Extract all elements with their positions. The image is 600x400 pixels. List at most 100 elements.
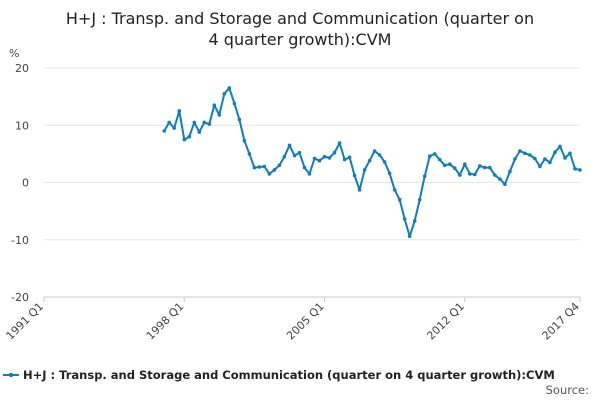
data-point (202, 120, 207, 125)
data-point (212, 103, 217, 107)
data-point (442, 163, 447, 168)
data-point (322, 154, 327, 159)
data-point (488, 165, 492, 170)
x-tick-label: 2012 Q1 (424, 300, 467, 343)
data-point (448, 162, 452, 166)
data-point (432, 152, 437, 156)
x-tick-label: 1991 Q1 (4, 300, 47, 343)
data-point (412, 219, 417, 223)
gridlines (44, 67, 580, 298)
data-point (337, 141, 342, 145)
data-point (227, 86, 232, 90)
data-point (437, 157, 442, 162)
data-point (312, 156, 317, 161)
data-point (483, 165, 487, 170)
data-point (473, 172, 477, 177)
series-layer (162, 86, 582, 239)
data-point (282, 154, 287, 159)
x-tick-label: 2005 Q1 (284, 300, 327, 343)
data-point (267, 172, 272, 176)
data-point (272, 168, 277, 172)
data-point (387, 171, 392, 176)
y-tick-label: 0 (22, 177, 29, 190)
y-tick-label: -10 (11, 234, 29, 247)
data-point (287, 143, 292, 148)
data-point (553, 150, 557, 154)
data-point (367, 158, 372, 163)
data-point (192, 120, 197, 125)
source-label: Source: (546, 383, 589, 397)
data-point (508, 169, 512, 174)
data-point (543, 157, 547, 161)
data-point (563, 156, 567, 160)
data-point (222, 92, 227, 96)
series-line-0 (163, 87, 581, 238)
x-tick-label: 1998 Q1 (144, 300, 187, 343)
chart-title-line-1: H+J : Transp. and Storage and Communicat… (66, 9, 534, 28)
data-point (327, 156, 332, 160)
data-point (533, 156, 537, 161)
data-point (528, 153, 532, 157)
data-point (392, 188, 397, 192)
data-point (247, 152, 252, 156)
data-point (257, 165, 262, 169)
data-point (297, 150, 302, 155)
data-point (503, 182, 507, 186)
data-point (538, 164, 542, 169)
data-point (573, 167, 577, 171)
data-point (187, 134, 192, 139)
data-point (177, 109, 182, 113)
data-point (232, 101, 237, 106)
data-point (317, 158, 322, 163)
data-point (237, 117, 242, 122)
x-tick-label: 2017 Q4 (540, 300, 583, 343)
data-point (463, 162, 467, 166)
data-point (493, 173, 497, 177)
data-point (302, 165, 307, 170)
data-point (292, 153, 297, 158)
data-point (332, 150, 337, 155)
data-point (478, 164, 482, 168)
x-axis-ticks: 1991 Q1 1998 Q1 2005 Q1 2012 Q1 2017 Q4 (4, 297, 583, 343)
data-point (217, 113, 222, 117)
data-point (417, 197, 422, 202)
data-point (372, 149, 377, 153)
data-point (578, 168, 582, 172)
y-axis-unit-label: % (9, 47, 19, 60)
chart-title-line-2: 4 quarter growth):CVM (209, 30, 392, 49)
data-point (352, 173, 357, 178)
data-point (468, 172, 472, 176)
data-point (207, 122, 212, 126)
data-point (568, 151, 572, 156)
data-point (397, 197, 402, 202)
y-tick-label: -20 (11, 291, 29, 304)
data-point (262, 164, 267, 169)
y-tick-label: 10 (15, 119, 29, 132)
data-point (518, 149, 522, 153)
legend: H+J : Transp. and Storage and Communicat… (3, 368, 555, 382)
data-point (382, 160, 387, 164)
data-point (357, 188, 362, 192)
data-point (362, 168, 367, 172)
data-point (277, 163, 282, 168)
data-point (182, 137, 187, 142)
legend-point-marker (8, 372, 14, 378)
data-point (402, 217, 407, 221)
data-point (342, 157, 347, 162)
data-point (458, 173, 462, 177)
data-point (422, 174, 427, 178)
data-point (172, 126, 176, 130)
legend-entry: H+J : Transp. and Storage and Communicat… (23, 368, 555, 382)
data-point (197, 130, 202, 134)
data-point (162, 129, 166, 133)
data-point (498, 177, 502, 181)
data-point (252, 165, 257, 170)
data-point (242, 138, 247, 143)
data-point (377, 153, 382, 157)
y-axis-ticks: 20 10 0 -10 -20 (11, 62, 29, 304)
data-point (548, 160, 552, 165)
data-point (558, 144, 562, 149)
data-point (427, 154, 432, 158)
data-point (307, 172, 312, 176)
